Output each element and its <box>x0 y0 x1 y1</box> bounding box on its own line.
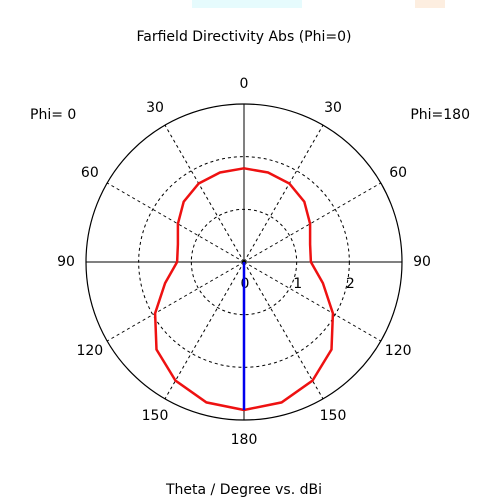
angle-label: 60 <box>81 165 99 181</box>
r-tick-label: 2 <box>346 276 355 292</box>
r-tick-label: 1 <box>293 276 302 292</box>
angle-label: 120 <box>76 343 103 359</box>
angle-label: 60 <box>389 165 407 181</box>
top-highlight <box>415 0 445 8</box>
spoke <box>243 261 324 400</box>
spoke <box>106 261 245 342</box>
directivity-curve <box>243 167 335 412</box>
spoke <box>243 261 382 342</box>
outer-ring <box>85 103 403 421</box>
spoke <box>164 124 245 263</box>
angle-label: 0 <box>240 76 249 92</box>
angle-label: 150 <box>142 408 169 424</box>
angle-label: 90 <box>57 254 75 270</box>
angle-label: 30 <box>324 100 342 116</box>
axis-label: Theta / Degree vs. dBi <box>165 482 322 498</box>
phi-left-label: Phi= 0 <box>30 107 76 123</box>
spoke <box>243 182 382 263</box>
angle-label: 120 <box>385 343 412 359</box>
spoke <box>243 124 324 263</box>
directivity-curve <box>153 167 245 412</box>
chart-title: Farfield Directivity Abs (Phi=0) <box>137 29 352 45</box>
spoke <box>106 182 245 263</box>
angle-label: 180 <box>231 432 258 448</box>
angle-label: 30 <box>146 100 164 116</box>
top-highlight <box>192 0 302 8</box>
angle-label: 90 <box>413 254 431 270</box>
phi-right-label: Phi=180 <box>410 107 470 123</box>
spoke <box>164 261 245 400</box>
angle-label: 150 <box>320 408 347 424</box>
